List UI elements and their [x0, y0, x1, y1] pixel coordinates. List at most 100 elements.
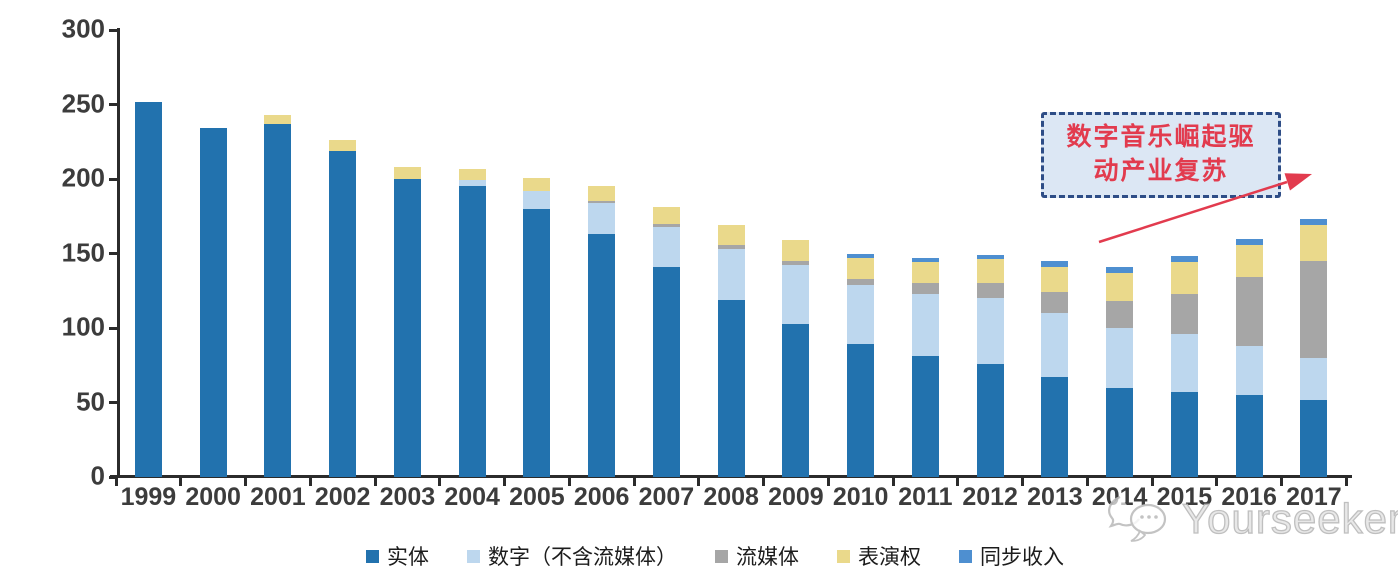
- legend-label: 数字（不含流媒体）: [488, 545, 677, 569]
- bar-segment: [1300, 219, 1328, 226]
- chart-legend: 实体 数字（不含流媒体） 流媒体 表演权 同步收入: [366, 541, 1064, 571]
- bar-segment: [782, 265, 810, 324]
- bar-segment: [847, 284, 875, 345]
- bar-segment: [1170, 333, 1198, 393]
- legend-swatch-icon: [366, 549, 379, 563]
- legend-label: 流媒体: [736, 545, 799, 569]
- bar-segment: [458, 180, 486, 187]
- bar-segment: [911, 293, 939, 357]
- x-axis-tick: [632, 478, 636, 486]
- bar-segment: [588, 202, 616, 235]
- x-axis-tick-label: 2017: [1286, 483, 1342, 511]
- y-axis-tick-label: 0: [90, 460, 105, 491]
- bar-segment: [717, 249, 745, 300]
- x-axis-tick: [503, 478, 506, 486]
- bar-segment: [199, 128, 227, 477]
- bar-segment: [1170, 262, 1198, 294]
- bar-segment: [847, 344, 875, 477]
- legend-swatch-icon: [959, 549, 972, 563]
- x-axis-tick: [1150, 478, 1154, 486]
- bar-segment: [523, 190, 551, 209]
- y-axis-tick-label: 300: [61, 13, 105, 44]
- chat-bubbles-icon: [1108, 495, 1167, 542]
- bar-segment: [1041, 260, 1069, 267]
- bar-segment: [911, 283, 939, 294]
- bar-segment: [1106, 266, 1134, 273]
- legend-item: 表演权: [837, 541, 921, 571]
- bar-segment: [329, 140, 357, 151]
- x-axis-tick: [762, 478, 765, 486]
- x-axis-tick: [956, 478, 960, 486]
- y-axis-tick: [109, 28, 118, 32]
- x-axis-tick-label: 2000: [185, 483, 241, 511]
- bar-segment: [1041, 313, 1069, 378]
- bar-segment: [652, 207, 680, 224]
- legend-swatch-icon: [837, 549, 850, 563]
- bar-segment: [1235, 277, 1263, 346]
- bar-segment: [717, 244, 745, 250]
- bar-segment: [329, 150, 357, 477]
- legend-item: 同步收入: [959, 541, 1064, 571]
- x-axis-tick: [1215, 478, 1219, 486]
- bar-segment: [1235, 244, 1263, 278]
- bar-segment: [911, 356, 939, 477]
- x-axis-tick: [1085, 478, 1089, 486]
- x-axis-tick: [114, 478, 118, 486]
- y-axis-tick: [109, 252, 118, 255]
- legend-item: 流媒体: [715, 541, 799, 571]
- watermark-text: Yourseeker: [1181, 494, 1398, 542]
- legend-label: 表演权: [858, 545, 921, 569]
- bar-segment: [847, 253, 875, 258]
- watermark: Yourseeker: [1106, 489, 1398, 549]
- annotation-text-line2: 动产业复苏: [1093, 158, 1229, 185]
- y-axis-tick-label: 250: [61, 88, 105, 119]
- x-axis-tick-label: 2009: [768, 483, 824, 511]
- bar-segment: [1300, 399, 1328, 477]
- y-axis-tick: [109, 326, 118, 330]
- bar-segment: [1106, 301, 1134, 328]
- bar-segment: [1170, 293, 1198, 334]
- legend-item: 实体: [366, 541, 429, 571]
- bar-segment: [782, 240, 810, 261]
- bar-segment: [1041, 377, 1069, 477]
- legend-swatch-icon: [715, 549, 728, 563]
- bar-segment: [393, 167, 421, 179]
- x-axis-tick: [1021, 478, 1024, 486]
- bar-segment: [458, 186, 486, 477]
- x-axis-tick: [244, 478, 247, 486]
- bar-segment: [458, 168, 486, 181]
- x-axis-tick-label: 2011: [898, 483, 953, 511]
- bar-segment: [1170, 256, 1198, 263]
- y-axis-line: [117, 28, 120, 478]
- bar-segment: [588, 234, 616, 477]
- x-axis-tick-label: 2004: [444, 483, 500, 511]
- y-axis-tick: [109, 103, 118, 106]
- x-axis-tick: [179, 478, 183, 486]
- bar-segment: [1106, 387, 1134, 477]
- x-axis-tick: [1344, 478, 1348, 486]
- bar-segment: [976, 363, 1004, 477]
- bar-segment: [847, 257, 875, 279]
- legend-swatch-icon: [467, 549, 480, 563]
- y-axis-tick: [109, 475, 118, 479]
- x-axis-tick-label: 2003: [379, 483, 436, 511]
- bar-segment: [1106, 272, 1134, 302]
- legend-label: 同步收入: [980, 545, 1064, 569]
- y-axis-tick: [109, 401, 118, 404]
- x-axis-tick-label: 2007: [638, 483, 695, 511]
- bar-segment: [264, 114, 292, 124]
- legend-item: 数字（不含流媒体）: [467, 541, 677, 571]
- y-axis-tick-label: 50: [76, 386, 105, 417]
- annotation-arrow-head: [1284, 173, 1312, 191]
- x-axis-tick-label: 2015: [1156, 483, 1213, 511]
- y-axis-tick-label: 100: [61, 311, 105, 342]
- bar-segment: [264, 123, 292, 477]
- bar-segment: [976, 254, 1004, 260]
- bar-segment: [523, 177, 551, 191]
- x-axis-tick-label: 2001: [250, 483, 306, 511]
- bar-segment: [717, 299, 745, 477]
- bar-segment: [976, 283, 1004, 299]
- x-axis-tick: [373, 478, 377, 486]
- bar-segment: [588, 201, 616, 203]
